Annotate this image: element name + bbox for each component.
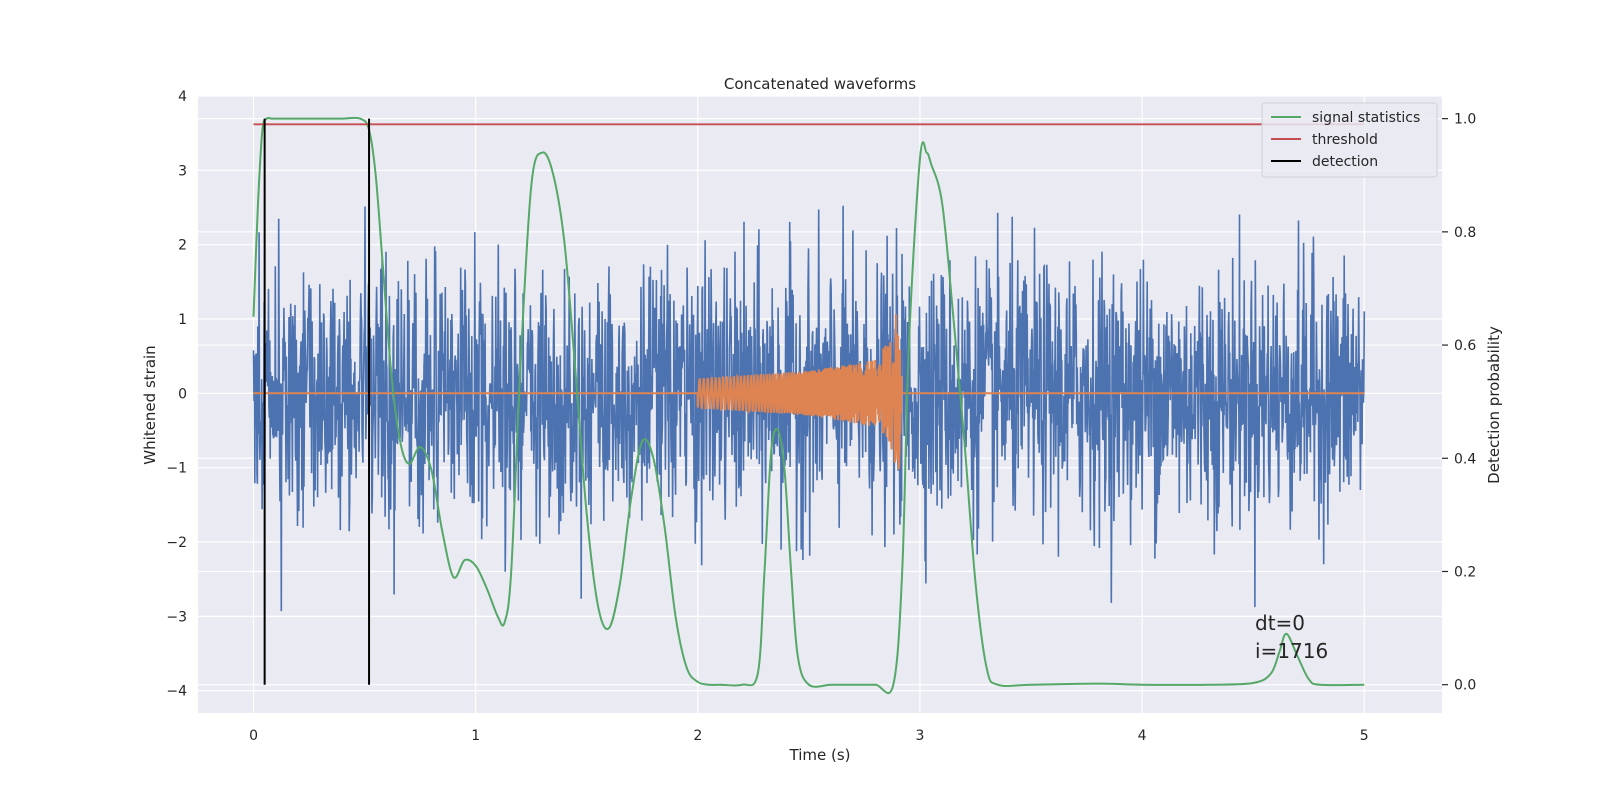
legend-label-threshold: threshold — [1312, 132, 1378, 148]
y-tick-label: 2 — [178, 238, 187, 254]
x-tick-label: 1 — [471, 728, 480, 744]
y-tick-label: −2 — [166, 535, 187, 551]
y-tick-label: 3 — [178, 163, 187, 179]
y2-tick-label: 0.2 — [1454, 564, 1476, 580]
x-tick-label: 5 — [1360, 728, 1369, 744]
y-tick-label: 4 — [178, 89, 187, 105]
y2-tick-label: 0.4 — [1454, 451, 1476, 467]
y2-tick-label: 0.8 — [1454, 225, 1476, 241]
y-tick-label: −3 — [166, 609, 187, 625]
y2-tick-label: 0.0 — [1454, 678, 1476, 694]
series-waveform-line — [253, 314, 1365, 470]
y2-tick-label: 1.0 — [1454, 112, 1476, 128]
y-tick-label: −4 — [166, 684, 187, 700]
x-axis-label: Time (s) — [789, 746, 851, 764]
series-signal-statistics-line — [252, 116, 1365, 695]
annotation-i: i=1716 — [1255, 639, 1328, 663]
legend-label-detection: detection — [1312, 154, 1378, 170]
y2-axis-label: Detection probability — [1485, 326, 1503, 484]
legend-label-signal-statistics: signal statistics — [1312, 110, 1420, 126]
y-tick-label: 0 — [178, 386, 187, 402]
y-tick-label: −1 — [166, 461, 187, 477]
x-tick-label: 2 — [693, 728, 702, 744]
series-noise-line — [252, 205, 1366, 612]
y2-axis-ticks: 0.0 0.2 0.4 0.6 0.8 1.0 — [1442, 112, 1476, 694]
y-axis-label: Whitened strain — [141, 345, 159, 464]
y-axis-ticks: −4 −3 −2 −1 0 1 2 3 4 — [166, 89, 187, 700]
series-layer — [252, 116, 1366, 695]
x-tick-label: 4 — [1138, 728, 1147, 744]
y2-tick-label: 0.6 — [1454, 338, 1476, 354]
annotation-dt: dt=0 — [1255, 611, 1305, 635]
x-axis-ticks: 0 1 2 3 4 5 — [249, 728, 1369, 744]
y-tick-label: 1 — [178, 312, 187, 328]
legend-box — [1261, 102, 1438, 178]
chart-title: Concatenated waveforms — [724, 75, 916, 93]
x-tick-label: 3 — [916, 728, 925, 744]
x-tick-label: 0 — [249, 728, 258, 744]
legend: signal statistics threshold detection — [1261, 102, 1438, 178]
